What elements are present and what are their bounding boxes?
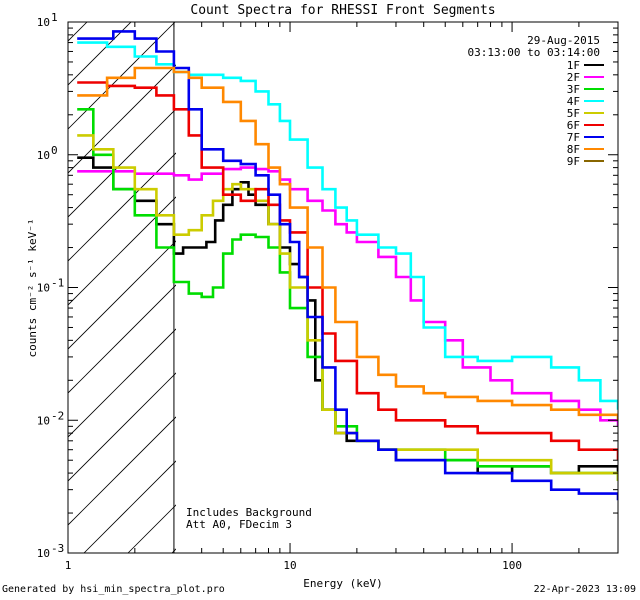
time-range-label: 03:13:00 to 03:14:00 bbox=[468, 46, 600, 59]
y-tick-exponent: 0 bbox=[51, 144, 58, 157]
legend-label-9F: 9F bbox=[567, 155, 580, 168]
y-tick-label: 10 bbox=[37, 282, 50, 295]
legend-label-2F: 2F bbox=[567, 71, 580, 84]
annotation-attenuator: Att A0, FDecim 3 bbox=[186, 518, 292, 531]
series-line-5F bbox=[77, 134, 618, 481]
legend-label-5F: 5F bbox=[567, 107, 580, 120]
hatch-line bbox=[68, 240, 176, 350]
y-tick-exponent: -3 bbox=[51, 542, 64, 555]
y-tick-label: 10 bbox=[37, 547, 50, 560]
y-tick-label: 10 bbox=[37, 414, 50, 427]
x-axis-label: Energy (keV) bbox=[303, 577, 382, 590]
legend-label-4F: 4F bbox=[567, 95, 580, 108]
series-line-2F bbox=[77, 166, 618, 427]
y-tick-label: 10 bbox=[37, 149, 50, 162]
hatch-line bbox=[260, 0, 640, 553]
hatch-line bbox=[83, 460, 176, 553]
legend-label-3F: 3F bbox=[567, 83, 580, 96]
annotation-background: Includes Background bbox=[186, 506, 312, 519]
y-tick-exponent: -2 bbox=[51, 409, 64, 422]
y-tick-exponent: -1 bbox=[51, 277, 64, 290]
hatch-line bbox=[127, 504, 176, 553]
hatch-line bbox=[68, 372, 176, 482]
chart-title: Count Spectra for RHESSI Front Segments bbox=[190, 3, 495, 18]
legend-label-8F: 8F bbox=[567, 143, 580, 156]
hatch-line bbox=[68, 416, 176, 526]
x-tick-label: 1 bbox=[65, 559, 72, 572]
hatch-line bbox=[0, 0, 28, 553]
y-tick-label: 10 bbox=[37, 16, 50, 29]
date-label: 29-Aug-2015 bbox=[527, 34, 600, 47]
axis-ticks bbox=[67, 22, 619, 554]
series-line-6F bbox=[77, 81, 618, 461]
hatch-line bbox=[68, 108, 176, 218]
legend-label-7F: 7F bbox=[567, 131, 580, 144]
plot-frame bbox=[67, 21, 619, 554]
x-tick-label: 100 bbox=[502, 559, 522, 572]
y-axis-label: counts cm⁻² s⁻¹ keV⁻¹ bbox=[26, 218, 39, 357]
x-tick-label: 10 bbox=[283, 559, 296, 572]
legend-label-1F: 1F bbox=[567, 59, 580, 72]
series-line-3F bbox=[77, 108, 618, 481]
footer-timestamp: 22-Apr-2023 13:09 bbox=[533, 584, 636, 595]
hatch-line bbox=[68, 64, 176, 174]
series-line-8F bbox=[77, 66, 618, 421]
footer-generated-by: Generated by hsi_min_spectra_plot.pro bbox=[2, 584, 225, 595]
x-tick-labels: 1 10 100 bbox=[65, 559, 522, 572]
legend-label-6F: 6F bbox=[567, 119, 580, 132]
series-group bbox=[77, 30, 618, 501]
hatch-line bbox=[68, 196, 176, 306]
series-line-7F bbox=[77, 30, 618, 501]
y-tick-exponent: 1 bbox=[51, 11, 58, 24]
